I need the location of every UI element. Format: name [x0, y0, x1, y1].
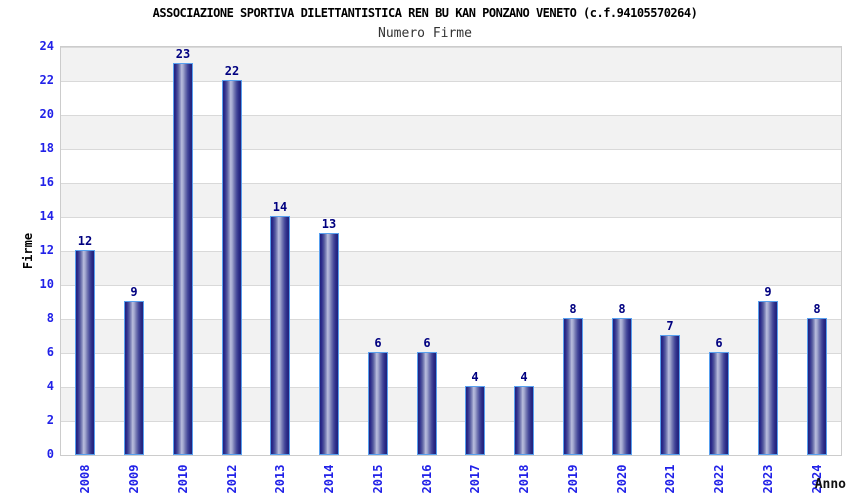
- bar-2017: [465, 386, 485, 455]
- bar-2018: [514, 386, 534, 455]
- y-tick-label: 14: [39, 209, 54, 223]
- x-axis-title: Anno: [814, 477, 846, 492]
- bar-value-label: 23: [175, 47, 191, 61]
- x-tick-label: 2017: [468, 464, 482, 494]
- x-tick-label: 2021: [663, 464, 677, 494]
- x-tick-label: 2010: [176, 464, 190, 494]
- bar-value-label: 14: [272, 200, 288, 214]
- x-tick-label: 2023: [761, 464, 775, 494]
- bar-value-label: 9: [764, 285, 772, 299]
- x-tick-label: 2022: [712, 464, 726, 494]
- bar-value-label: 7: [666, 319, 674, 333]
- y-tick-label: 18: [39, 141, 54, 155]
- bar-2015: [368, 352, 388, 455]
- y-tick-label: 6: [46, 345, 54, 359]
- bar-2016: [417, 352, 437, 455]
- bar-value-label: 4: [471, 370, 479, 384]
- bar-2019: [563, 318, 583, 455]
- x-tick-label: 2018: [517, 464, 531, 494]
- y-tick-label: 12: [39, 243, 54, 257]
- x-tick-label: 2020: [615, 464, 629, 494]
- y-tick-label: 4: [46, 379, 54, 393]
- y-tick-label: 20: [39, 107, 54, 121]
- bar-value-label: 13: [321, 217, 337, 231]
- plot-area: 12 9 23 22 14 13 6 6 4 4 8 8 7 6 9 8: [60, 46, 842, 456]
- y-tick-label: 24: [39, 39, 54, 53]
- x-tick-label: 2015: [371, 464, 385, 494]
- bar-value-label: 22: [224, 64, 240, 78]
- y-tick-label: 22: [39, 73, 54, 87]
- bar-2009: [124, 301, 144, 455]
- x-tick-label: 2008: [78, 464, 92, 494]
- bar-value-label: 8: [569, 302, 577, 316]
- chart-title: ASSOCIAZIONE SPORTIVA DILETTANTISTICA RE…: [152, 6, 698, 20]
- bar-2013: [270, 216, 290, 455]
- y-tick-label: 2: [46, 413, 54, 427]
- bar-value-label: 4: [520, 370, 528, 384]
- x-tick-label: 2009: [127, 464, 141, 494]
- bar-2008: [75, 250, 95, 455]
- bar-2023: [758, 301, 778, 455]
- x-tick-label: 2014: [322, 464, 336, 494]
- bar-value-label: 6: [715, 336, 723, 350]
- bar-value-label: 6: [423, 336, 431, 350]
- x-tick-label: 2013: [273, 464, 287, 494]
- y-tick-label: 0: [46, 447, 54, 461]
- bar-value-label: 9: [130, 285, 138, 299]
- bar-value-label: 8: [618, 302, 626, 316]
- y-tick-label: 10: [39, 277, 54, 291]
- x-tick-label: 2019: [566, 464, 580, 494]
- x-tick-label: 2012: [225, 464, 239, 494]
- bar-2020: [612, 318, 632, 455]
- bar-2012: [222, 80, 242, 455]
- x-tick-label: 2016: [420, 464, 434, 494]
- bar-2014: [319, 233, 339, 455]
- bar-2022: [709, 352, 729, 455]
- bar-2010: [173, 63, 193, 455]
- bar-2021: [660, 335, 680, 455]
- bar-value-label: 6: [374, 336, 382, 350]
- y-tick-label: 8: [46, 311, 54, 325]
- bar-value-label: 8: [813, 302, 821, 316]
- bar-2024: [807, 318, 827, 455]
- y-tick-label: 16: [39, 175, 54, 189]
- chart-subtitle: Numero Firme: [378, 26, 472, 41]
- bar-value-label: 12: [77, 234, 93, 248]
